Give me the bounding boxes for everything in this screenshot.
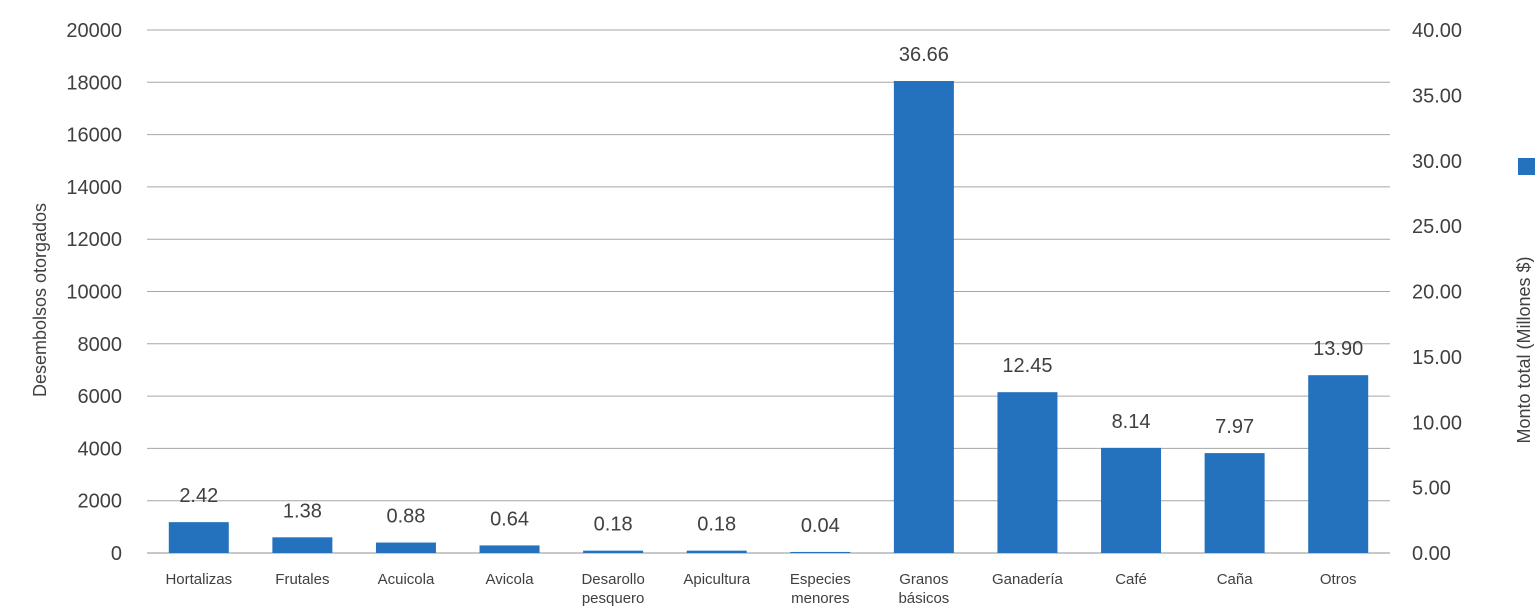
bar (1308, 375, 1369, 553)
left-tick-label: 4000 (78, 438, 123, 460)
data-label: 36.66 (899, 44, 949, 66)
left-axis-title: Desembolsos otorgados (30, 203, 50, 397)
bar (997, 392, 1058, 553)
category-label: Acuicola (378, 571, 435, 588)
bar (790, 551, 851, 553)
category-label: Frutales (275, 571, 329, 588)
left-tick-label: 16000 (66, 125, 122, 147)
bar (375, 542, 436, 553)
left-tick-label: 12000 (66, 229, 122, 251)
right-tick-label: 15.00 (1412, 347, 1462, 369)
right-tick-label: 0.00 (1412, 543, 1451, 565)
category-label: Ganadería (992, 571, 1064, 588)
left-tick-label: 10000 (66, 282, 122, 304)
data-label: 2.42 (179, 485, 218, 507)
bar (583, 550, 644, 553)
category-label: Avicola (485, 571, 534, 588)
right-tick-label: 25.00 (1412, 216, 1462, 238)
bar (272, 537, 333, 553)
legend-marker (1518, 158, 1535, 175)
category-label: Especies menores (790, 571, 851, 607)
right-axis-ticks: 0.00 5.00 10.00 15.00 20.00 25.00 30.00 35.00 40… (1412, 20, 1462, 565)
gridlines (147, 29, 1390, 554)
left-tick-label: 18000 (66, 72, 122, 94)
bar (1101, 447, 1162, 553)
bar (686, 550, 747, 553)
bars (168, 80, 1369, 554)
data-label: 13.90 (1313, 338, 1363, 360)
left-tick-label: 2000 (78, 491, 123, 513)
data-label: 7.97 (1215, 416, 1254, 438)
data-label: 0.88 (386, 506, 425, 528)
data-label: 0.04 (801, 515, 840, 537)
category-label: Hortalizas (165, 571, 232, 588)
right-tick-label: 35.00 (1412, 85, 1462, 107)
category-label: Café (1115, 571, 1147, 588)
category-label: Granos básicos (898, 571, 949, 607)
category-labels: Hortalizas Frutales Acuicola Avicola Desarol… (165, 571, 1356, 607)
right-tick-label: 20.00 (1412, 282, 1462, 304)
data-label: 0.64 (490, 508, 529, 530)
left-tick-label: 20000 (66, 20, 122, 42)
right-tick-label: 30.00 (1412, 151, 1462, 173)
right-tick-label: 40.00 (1412, 20, 1462, 42)
right-axis-title: Monto total (Millones $) (1514, 256, 1534, 443)
category-label: Apicultura (683, 571, 750, 588)
data-label: 8.14 (1112, 411, 1151, 433)
category-label: Caña (1217, 571, 1254, 588)
left-tick-label: 8000 (78, 334, 123, 356)
category-label: Desarollo pesquero (581, 571, 644, 607)
data-label: 12.45 (1002, 355, 1052, 377)
bar (893, 80, 954, 554)
right-tick-label: 5.00 (1412, 478, 1451, 500)
right-tick-label: 10.00 (1412, 412, 1462, 434)
bar (168, 522, 229, 553)
data-label: 0.18 (697, 514, 736, 536)
data-label: 1.38 (283, 500, 322, 522)
left-axis-ticks: 0 2000 4000 6000 8000 10000 12000 14000 16000 180… (66, 20, 122, 565)
category-label: Otros (1320, 571, 1357, 588)
left-tick-label: 14000 (66, 177, 122, 199)
data-label: 0.18 (594, 514, 633, 536)
data-labels: 2.42 1.38 0.88 0.64 0.18 0.18 0.04 36.66 12.45 8.… (179, 44, 1363, 537)
left-tick-label: 6000 (78, 386, 123, 408)
left-tick-label: 0 (111, 543, 122, 565)
bar (1204, 453, 1265, 553)
bar (479, 545, 540, 553)
